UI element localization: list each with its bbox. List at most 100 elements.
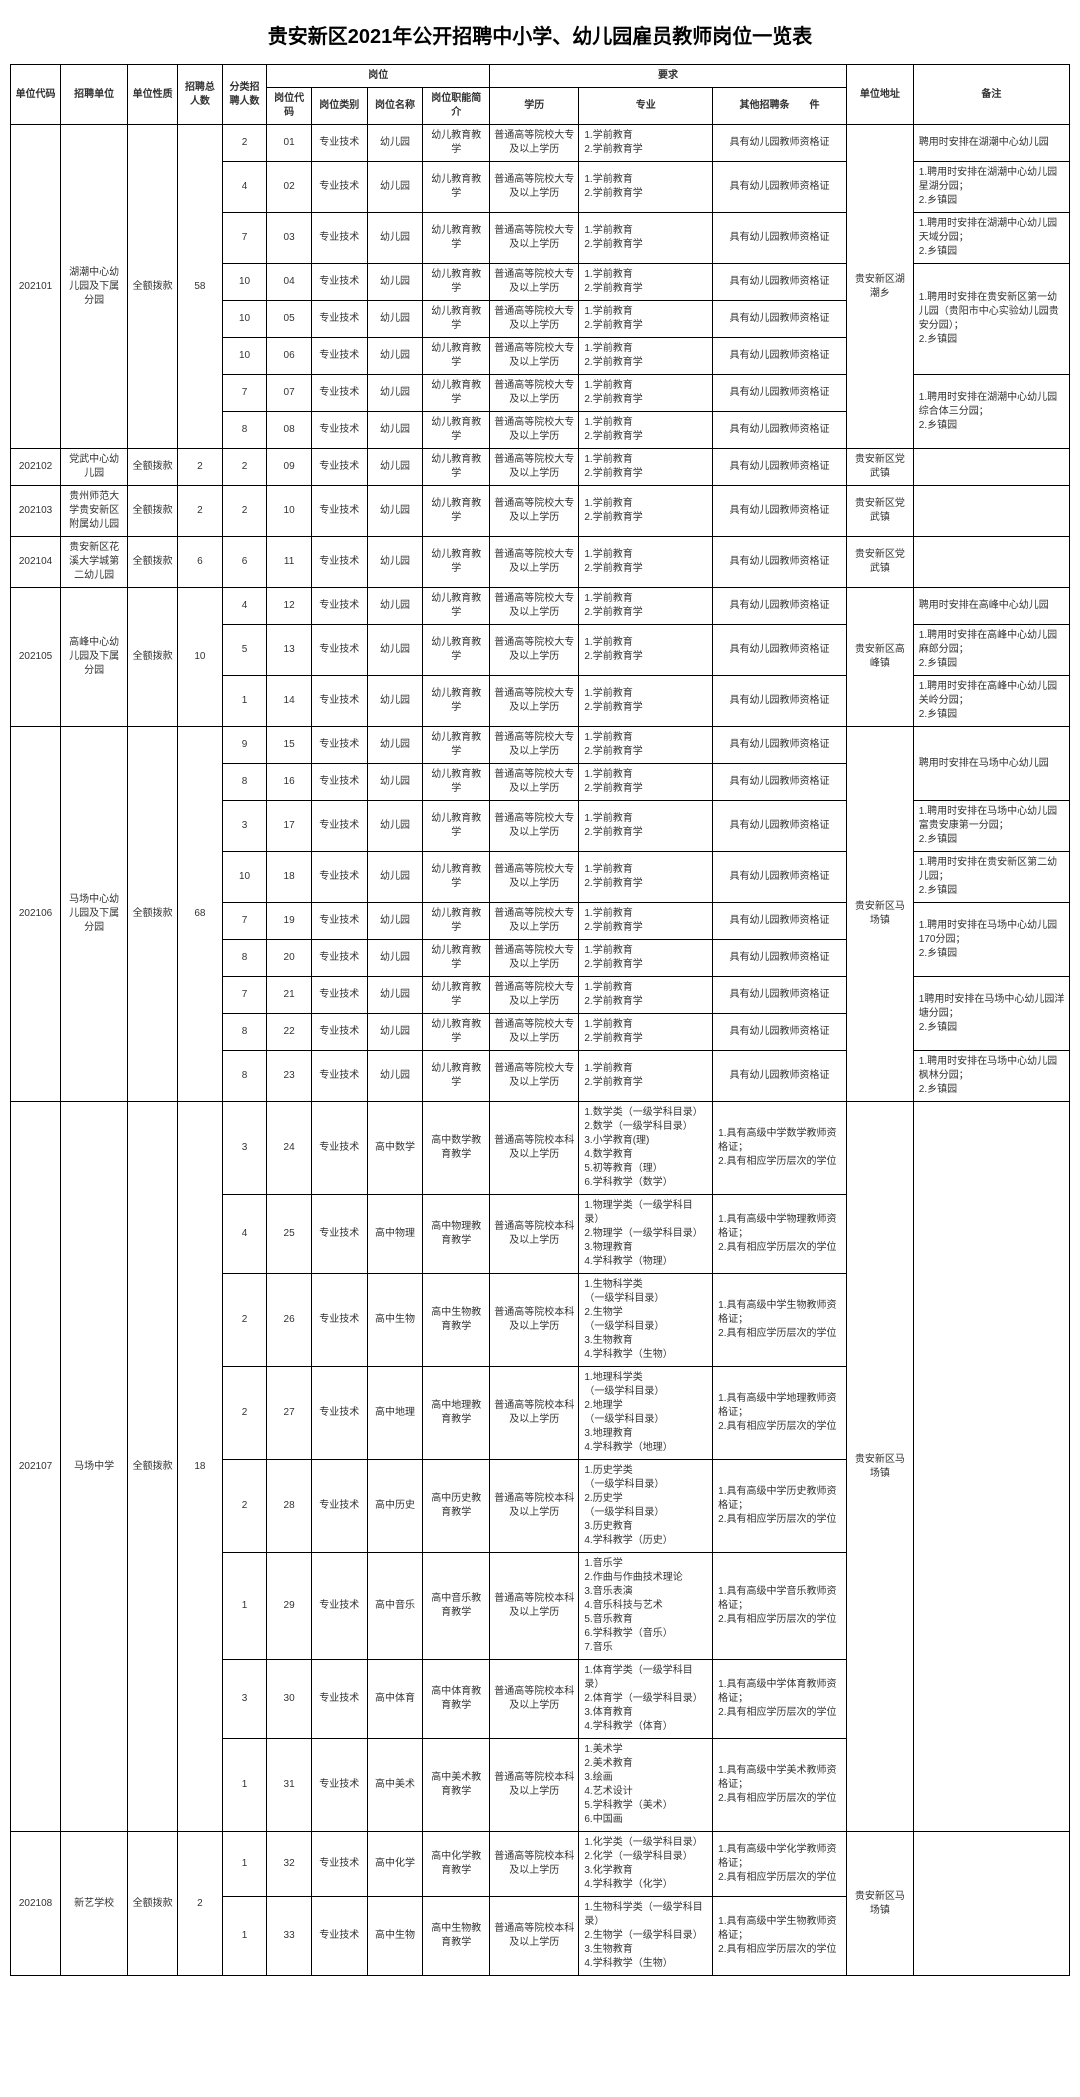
cell: 专业技术 bbox=[311, 1553, 367, 1660]
cell: 1.学前教育 2.学前教育学 bbox=[579, 537, 713, 588]
cell: 具有幼儿园教师资格证 bbox=[713, 486, 847, 537]
cell: 高中物理 bbox=[367, 1195, 423, 1274]
cell: 普通高等院校大专及以上学历 bbox=[490, 264, 579, 301]
cell bbox=[913, 537, 1069, 588]
cell: 高中生物 bbox=[367, 1897, 423, 1976]
cell: 专业技术 bbox=[311, 977, 367, 1014]
cell: 1.学前教育 2.学前教育学 bbox=[579, 264, 713, 301]
cell: 202108 bbox=[11, 1832, 61, 1976]
cell: 1.聘用时安排在贵安新区第一幼儿园（贵阳市中心实验幼儿园贵安分园）； 2.乡镇园 bbox=[913, 264, 1069, 375]
cell: 幼儿园 bbox=[367, 264, 423, 301]
cell: 幼儿园 bbox=[367, 537, 423, 588]
cell: 高中美术教育教学 bbox=[423, 1739, 490, 1832]
cell bbox=[913, 1102, 1069, 1832]
cell: 3 bbox=[222, 1102, 267, 1195]
cell: 湖潮中心幼儿园及下属分园 bbox=[61, 125, 128, 449]
cell: 1.美术学 2.美术教育 3.绘画 4.艺术设计 5.学科教学（美术） 6.中国… bbox=[579, 1739, 713, 1832]
cell bbox=[913, 1832, 1069, 1976]
cell: 幼儿园 bbox=[367, 449, 423, 486]
cell: 1.具有高级中学生物教师资格证； 2.具有相应学历层次的学位 bbox=[713, 1274, 847, 1367]
cell: 贵安新区高峰镇 bbox=[846, 588, 913, 727]
cell: 普通高等院校本科及以上学历 bbox=[490, 1897, 579, 1976]
cell: 04 bbox=[267, 264, 312, 301]
cell: 幼儿园 bbox=[367, 588, 423, 625]
cell: 14 bbox=[267, 676, 312, 727]
cell: 05 bbox=[267, 301, 312, 338]
cell: 4 bbox=[222, 1195, 267, 1274]
cell: 普通高等院校大专及以上学历 bbox=[490, 852, 579, 903]
cell: 高中地理 bbox=[367, 1367, 423, 1460]
cell: 普通高等院校本科及以上学历 bbox=[490, 1739, 579, 1832]
cell: 普通高等院校大专及以上学历 bbox=[490, 375, 579, 412]
table-row: 202107马场中学全额拨款18324专业技术高中数学高中数学教育教学普通高等院… bbox=[11, 1102, 1070, 1195]
cell: 幼儿教育教学 bbox=[423, 1014, 490, 1051]
cell: 09 bbox=[267, 449, 312, 486]
cell: 1.学前教育 2.学前教育学 bbox=[579, 301, 713, 338]
th-unit-code: 单位代码 bbox=[11, 65, 61, 125]
cell: 01 bbox=[267, 125, 312, 162]
cell: 2 bbox=[222, 1367, 267, 1460]
cell: 专业技术 bbox=[311, 213, 367, 264]
cell: 高中体育教育教学 bbox=[423, 1660, 490, 1739]
cell: 全额拨款 bbox=[128, 1832, 178, 1976]
cell: 普通高等院校大专及以上学历 bbox=[490, 537, 579, 588]
cell: 1.学前教育 2.学前教育学 bbox=[579, 676, 713, 727]
cell: 8 bbox=[222, 1051, 267, 1102]
cell: 幼儿园 bbox=[367, 412, 423, 449]
cell: 1 bbox=[222, 1739, 267, 1832]
cell: 专业技术 bbox=[311, 449, 367, 486]
cell: 专业技术 bbox=[311, 486, 367, 537]
cell: 专业技术 bbox=[311, 301, 367, 338]
cell: 幼儿园 bbox=[367, 727, 423, 764]
cell: 普通高等院校大专及以上学历 bbox=[490, 301, 579, 338]
cell: 普通高等院校本科及以上学历 bbox=[490, 1195, 579, 1274]
cell: 1.聘用时安排在马场中心幼儿园170分园； 2.乡镇园 bbox=[913, 903, 1069, 977]
cell: 幼儿教育教学 bbox=[423, 125, 490, 162]
cell: 6 bbox=[178, 537, 223, 588]
cell: 6 bbox=[222, 537, 267, 588]
cell: 06 bbox=[267, 338, 312, 375]
cell: 2 bbox=[222, 1274, 267, 1367]
cell: 202106 bbox=[11, 727, 61, 1102]
cell: 1.聘用时安排在湖潮中心幼儿园天域分园； 2.乡镇园 bbox=[913, 213, 1069, 264]
cell: 专业技术 bbox=[311, 375, 367, 412]
cell: 15 bbox=[267, 727, 312, 764]
cell: 02 bbox=[267, 162, 312, 213]
table-row: 202108新艺学校全额拨款2132专业技术高中化学高中化学教育教学普通高等院校… bbox=[11, 1832, 1070, 1897]
cell: 10 bbox=[178, 588, 223, 727]
cell: 具有幼儿园教师资格证 bbox=[713, 338, 847, 375]
cell: 幼儿教育教学 bbox=[423, 301, 490, 338]
cell: 10 bbox=[222, 264, 267, 301]
cell: 1.学前教育 2.学前教育学 bbox=[579, 940, 713, 977]
cell: 1.聘用时安排在马场中心幼儿园枫林分园； 2.乡镇园 bbox=[913, 1051, 1069, 1102]
cell: 58 bbox=[178, 125, 223, 449]
cell: 专业技术 bbox=[311, 1460, 367, 1553]
cell: 20 bbox=[267, 940, 312, 977]
cell: 高中生物教育教学 bbox=[423, 1274, 490, 1367]
cell: 8 bbox=[222, 764, 267, 801]
cell: 2 bbox=[178, 1832, 223, 1976]
cell: 1.聘用时安排在湖潮中心幼儿园星湖分园； 2.乡镇园 bbox=[913, 162, 1069, 213]
cell: 马场中心幼儿园及下属分园 bbox=[61, 727, 128, 1102]
cell: 202105 bbox=[11, 588, 61, 727]
cell: 4 bbox=[222, 162, 267, 213]
cell: 1.学前教育 2.学前教育学 bbox=[579, 412, 713, 449]
cell: 1 bbox=[222, 1553, 267, 1660]
cell: 幼儿教育教学 bbox=[423, 449, 490, 486]
cell: 1.聘用时安排在贵安新区第二幼儿园； 2.乡镇园 bbox=[913, 852, 1069, 903]
cell: 高中物理教育教学 bbox=[423, 1195, 490, 1274]
cell: 13 bbox=[267, 625, 312, 676]
cell: 专业技术 bbox=[311, 1832, 367, 1897]
cell: 具有幼儿园教师资格证 bbox=[713, 727, 847, 764]
cell: 1.学前教育 2.学前教育学 bbox=[579, 903, 713, 940]
cell: 普通高等院校大专及以上学历 bbox=[490, 588, 579, 625]
table-row: 202102党武中心幼儿园全额拨款2209专业技术幼儿园幼儿教育教学普通高等院校… bbox=[11, 449, 1070, 486]
cell: 高峰中心幼儿园及下属分园 bbox=[61, 588, 128, 727]
cell: 具有幼儿园教师资格证 bbox=[713, 940, 847, 977]
cell: 专业技术 bbox=[311, 940, 367, 977]
cell: 2 bbox=[222, 449, 267, 486]
cell: 32 bbox=[267, 1832, 312, 1897]
cell: 1.音乐学 2.作曲与作曲技术理论 3.音乐表演 4.音乐科技与艺术 5.音乐教… bbox=[579, 1553, 713, 1660]
cell: 普通高等院校本科及以上学历 bbox=[490, 1460, 579, 1553]
cell: 幼儿园 bbox=[367, 1014, 423, 1051]
